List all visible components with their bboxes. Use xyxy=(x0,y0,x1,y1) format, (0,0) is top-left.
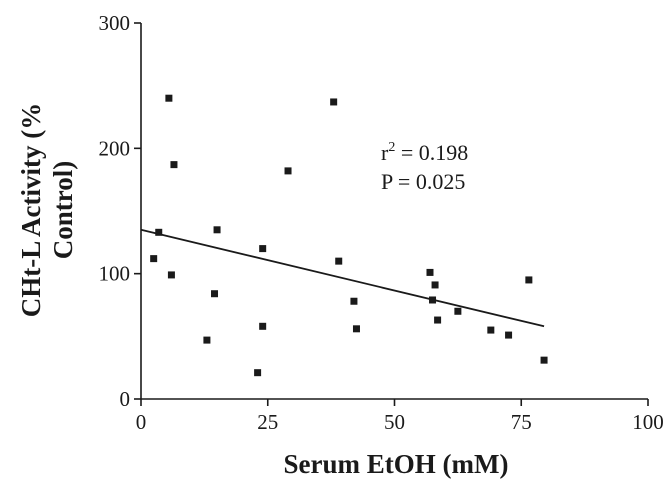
x-tick-label: 0 xyxy=(136,410,147,434)
data-point xyxy=(431,281,439,289)
data-point xyxy=(167,271,175,279)
y-axis-title-line-2: Control) xyxy=(48,161,78,260)
y-tick-label: 300 xyxy=(99,11,131,35)
axes: 0 100 200 300 0 25 50 75 100 xyxy=(99,11,664,434)
r-superscript: 2 xyxy=(388,140,395,155)
data-point xyxy=(350,297,358,305)
data-point xyxy=(213,226,221,234)
data-point xyxy=(155,228,163,236)
data-point xyxy=(211,290,219,298)
y-axis-title-line-1: CHt-L Activity (% xyxy=(16,103,46,317)
y-tick-label: 200 xyxy=(99,136,131,160)
x-tick-label: 100 xyxy=(632,410,664,434)
r-value: = 0.198 xyxy=(395,140,468,165)
data-point xyxy=(429,296,437,304)
data-points xyxy=(150,94,548,377)
x-tick-label: 50 xyxy=(384,410,405,434)
trendline-group xyxy=(140,228,545,328)
data-point xyxy=(426,268,434,276)
data-point xyxy=(352,325,360,333)
y-axis-title: CHt-L Activity (% Control) xyxy=(16,103,78,317)
p-value-annotation: P = 0.025 xyxy=(381,169,465,194)
x-axis-title: Serum EtOH (mM) xyxy=(284,449,509,479)
regression-line xyxy=(140,228,545,328)
data-point xyxy=(335,257,343,265)
data-point xyxy=(259,245,267,253)
data-point xyxy=(170,161,178,169)
y-tick-label: 100 xyxy=(99,262,131,286)
data-point xyxy=(254,369,262,377)
x-tick-label: 25 xyxy=(257,410,278,434)
data-point xyxy=(505,331,513,339)
data-point xyxy=(330,98,338,106)
r-squared-annotation: r2 = 0.198 xyxy=(381,140,468,165)
y-tick-label: 0 xyxy=(120,387,131,411)
data-point xyxy=(284,167,292,175)
data-point xyxy=(150,255,158,263)
data-point xyxy=(203,336,211,344)
r-label: r xyxy=(381,140,389,165)
data-point xyxy=(487,326,495,334)
x-tick-label: 75 xyxy=(511,410,532,434)
data-point xyxy=(434,316,442,324)
data-point xyxy=(259,322,267,330)
data-point xyxy=(454,307,462,315)
data-point xyxy=(540,356,548,364)
data-point xyxy=(165,94,173,102)
data-point xyxy=(525,276,533,284)
